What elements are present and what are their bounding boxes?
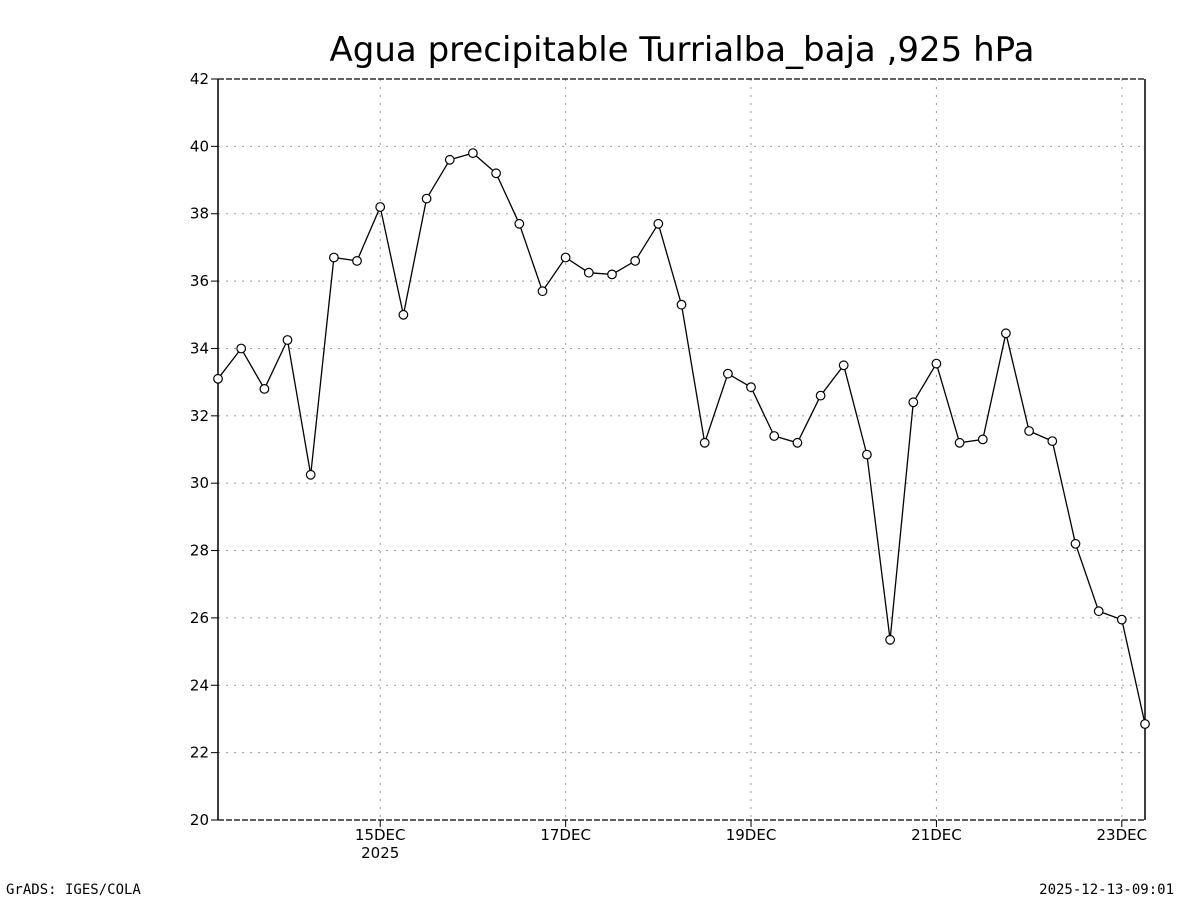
data-point <box>1116 614 1127 625</box>
data-point <box>931 358 942 369</box>
data-point <box>1001 328 1011 339</box>
y-tick-label: 34 <box>190 339 209 357</box>
data-point <box>954 437 965 448</box>
x-tick-label: 19DEC <box>726 826 777 844</box>
chart-title: Agua precipitable Turrialba_baja ,925 hP… <box>330 30 1035 70</box>
data-point <box>583 267 594 278</box>
data-point <box>862 449 872 460</box>
series-line <box>217 152 1146 725</box>
data-point <box>630 256 641 266</box>
y-tick-label: 20 <box>190 811 209 829</box>
y-tick-label: 26 <box>190 609 209 627</box>
x-tick-label: 21DEC <box>911 826 962 844</box>
axes <box>211 78 1146 827</box>
data-point <box>398 309 409 320</box>
data-point <box>607 269 617 280</box>
y-tick-label: 30 <box>190 474 209 492</box>
data-point <box>444 154 455 165</box>
y-tick-label: 22 <box>190 744 209 762</box>
y-tick-label: 32 <box>190 407 209 425</box>
y-tick-label: 36 <box>190 272 209 290</box>
footer-timestamp: 2025-12-13-09:01 <box>1039 882 1174 898</box>
data-point <box>908 397 919 408</box>
y-tick-label: 38 <box>190 205 209 223</box>
y-tick-label: 40 <box>190 137 209 155</box>
y-tick-label: 28 <box>190 542 209 560</box>
data-point <box>421 193 432 204</box>
data-point <box>1070 538 1081 549</box>
data-point <box>329 252 339 263</box>
data-point <box>560 252 571 263</box>
x-tick-label: 17DEC <box>540 826 591 844</box>
data-point <box>514 218 525 229</box>
data-point <box>259 384 270 394</box>
data-point <box>213 373 223 384</box>
data-point <box>1140 719 1150 729</box>
data-point <box>885 634 895 645</box>
x-tick-label: 15DEC <box>355 826 406 844</box>
data-point <box>1047 436 1058 447</box>
data-point <box>1093 606 1104 617</box>
y-tick-label: 42 <box>190 70 209 88</box>
data-point <box>491 168 502 179</box>
data-point <box>769 431 780 441</box>
grid <box>218 79 1145 820</box>
data-point <box>537 286 548 297</box>
footer-credit: GrADS: IGES/COLA <box>6 882 141 898</box>
data-series <box>213 148 1150 729</box>
y-tick-label: 24 <box>190 676 209 694</box>
data-point <box>676 299 687 310</box>
data-point <box>375 202 386 212</box>
data-point <box>282 335 293 345</box>
data-point <box>305 469 316 480</box>
data-point <box>746 382 756 393</box>
data-point <box>838 360 849 371</box>
data-point <box>653 218 664 229</box>
x-tick-sublabel: 2025 <box>361 844 399 862</box>
x-tick-label: 23DEC <box>1097 826 1148 844</box>
data-point <box>236 343 247 354</box>
data-point <box>815 390 826 401</box>
data-point <box>468 148 478 159</box>
y-tick-labels: 20 22 24 26 28 30 32 34 36 38 40 42 <box>190 70 209 829</box>
data-point <box>792 437 803 448</box>
data-point <box>1024 426 1034 436</box>
data-point <box>352 256 362 266</box>
data-point <box>977 434 988 445</box>
data-point <box>723 368 733 379</box>
data-point <box>699 437 710 448</box>
